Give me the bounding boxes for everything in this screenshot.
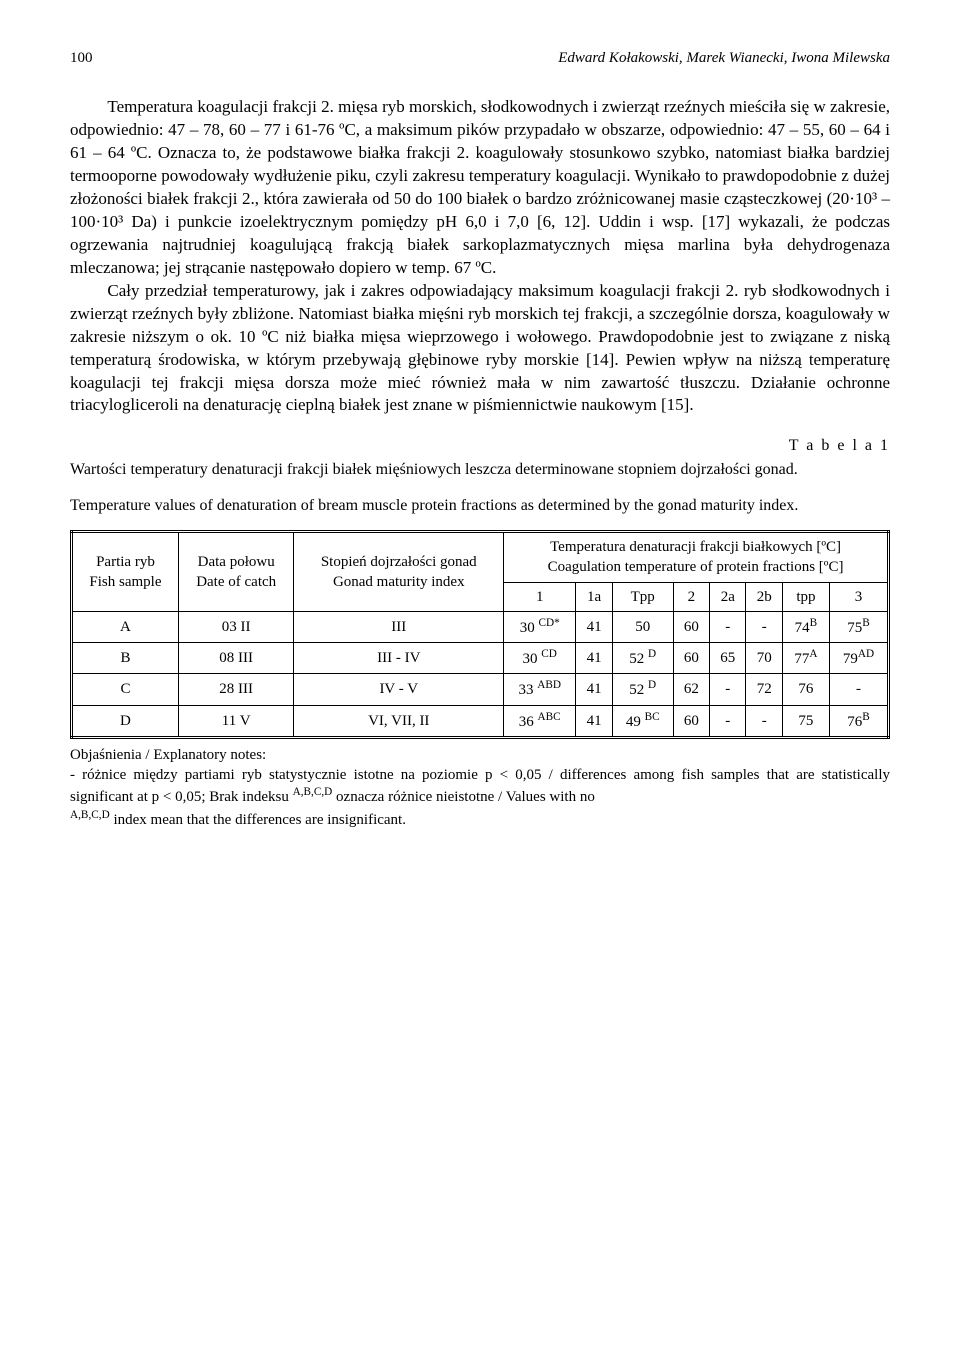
page-number: 100	[70, 48, 93, 68]
header-authors: Edward Kołakowski, Marek Wianecki, Iwona…	[558, 48, 890, 68]
th-fish-sample: Partia ryb Fish sample	[72, 532, 179, 612]
table-cell: A	[72, 611, 179, 642]
table-cell: 28 III	[178, 674, 293, 705]
table-cell: III	[294, 611, 504, 642]
table-header-row-1: Partia ryb Fish sample Data połowu Date …	[72, 532, 889, 583]
table-caption-label: T a b e l a 1	[70, 435, 890, 457]
table-cell: 79AD	[829, 643, 888, 674]
table-cell: 60	[673, 705, 709, 737]
table-cell: 03 II	[178, 611, 293, 642]
table-cell: 74B	[782, 611, 829, 642]
table-cell: 30 CD	[504, 643, 576, 674]
table-desc-en: Temperature values of denaturation of br…	[70, 495, 890, 517]
table-cell: 62	[673, 674, 709, 705]
table-cell: 41	[576, 611, 612, 642]
table-cell: C	[72, 674, 179, 705]
table-cell: III - IV	[294, 643, 504, 674]
running-header: 100 Edward Kołakowski, Marek Wianecki, I…	[70, 48, 890, 68]
table-cell: 52 D	[612, 674, 673, 705]
th-gonad-index: Stopień dojrzałości gonad Gonad maturity…	[294, 532, 504, 612]
table-cell: 76	[782, 674, 829, 705]
table-cell: 41	[576, 643, 612, 674]
table-cell: 08 III	[178, 643, 293, 674]
table-cell: 60	[673, 643, 709, 674]
table-cell: 33 ABD	[504, 674, 576, 705]
table-cell: 77A	[782, 643, 829, 674]
table-cell: 75	[782, 705, 829, 737]
table-cell: B	[72, 643, 179, 674]
th-sub-2b: 2b	[746, 582, 782, 611]
table-cell: D	[72, 705, 179, 737]
data-table: Partia ryb Fish sample Data połowu Date …	[70, 530, 890, 739]
th-sub-2: 2	[673, 582, 709, 611]
table-row: C28 IIIIV - V33 ABD4152 D62-7276-	[72, 674, 889, 705]
table-cell: 11 V	[178, 705, 293, 737]
table-body: A03 IIIII30 CD*415060--74B75BB08 IIIIII …	[72, 611, 889, 737]
th-sub-1: 1	[504, 582, 576, 611]
table-cell: 41	[576, 674, 612, 705]
table-cell: 30 CD*	[504, 611, 576, 642]
paragraph-1: Temperatura koagulacji frakcji 2. mięsa …	[70, 96, 890, 280]
th-sub-tpp: Tpp	[612, 582, 673, 611]
table-row: B08 IIIIII - IV30 CD4152 D60657077A79AD	[72, 643, 889, 674]
th-sub-2a: 2a	[710, 582, 746, 611]
table-cell: 72	[746, 674, 782, 705]
table-cell: -	[746, 611, 782, 642]
table-cell: -	[710, 674, 746, 705]
table-cell: 36 ABC	[504, 705, 576, 737]
th-sub-1a: 1a	[576, 582, 612, 611]
table-notes: Objaśnienia / Explanatory notes: - różni…	[70, 745, 890, 830]
table-cell: -	[829, 674, 888, 705]
table-cell: -	[746, 705, 782, 737]
table-cell: 41	[576, 705, 612, 737]
table-cell: 49 BC	[612, 705, 673, 737]
table-cell: 50	[612, 611, 673, 642]
table-cell: 60	[673, 611, 709, 642]
table-row: A03 IIIII30 CD*415060--74B75B	[72, 611, 889, 642]
table-row: D11 VVI, VII, II36 ABC4149 BC60--7576B	[72, 705, 889, 737]
table-cell: VI, VII, II	[294, 705, 504, 737]
th-sub-tpp2: tpp	[782, 582, 829, 611]
paragraph-2: Cały przedział temperaturowy, jak i zakr…	[70, 280, 890, 418]
table-cell: 75B	[829, 611, 888, 642]
th-sub-3: 3	[829, 582, 888, 611]
table-cell: 70	[746, 643, 782, 674]
table-cell: -	[710, 611, 746, 642]
table-desc-pl: Wartości temperatury denaturacji frakcji…	[70, 459, 890, 481]
table-cell: IV - V	[294, 674, 504, 705]
th-catch-date: Data połowu Date of catch	[178, 532, 293, 612]
table-cell: 76B	[829, 705, 888, 737]
table-cell: -	[710, 705, 746, 737]
table-cell: 52 D	[612, 643, 673, 674]
th-temp-group: Temperatura denaturacji frakcji białkowy…	[504, 532, 889, 583]
table-cell: 65	[710, 643, 746, 674]
